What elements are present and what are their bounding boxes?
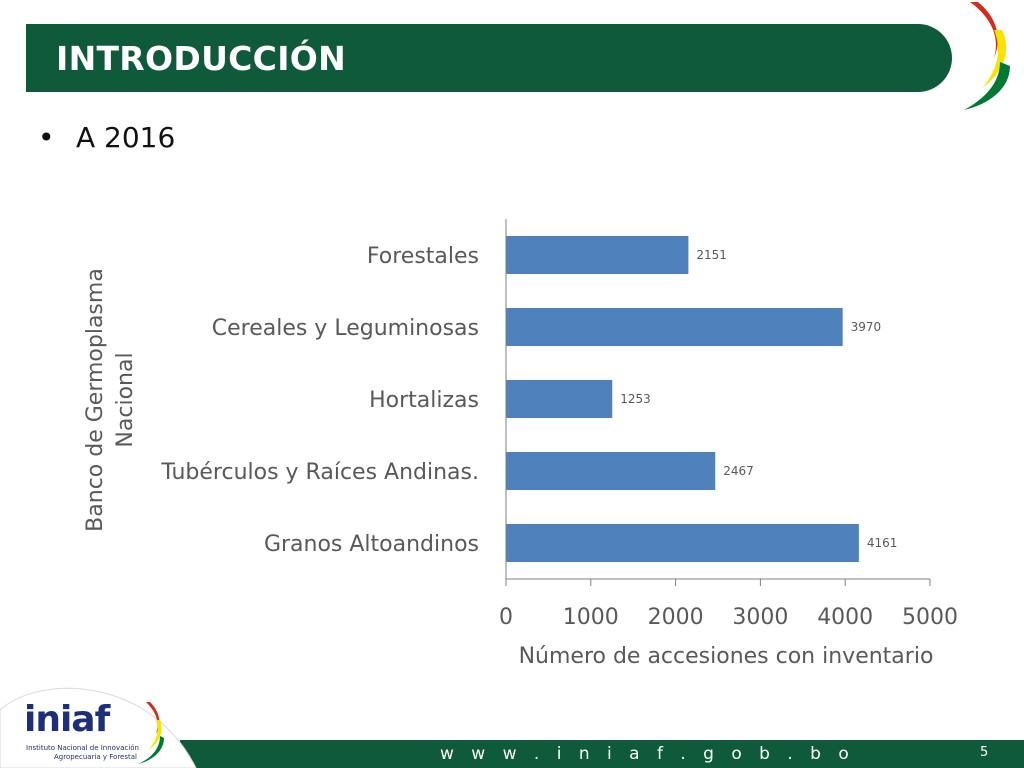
category-label-1: Forestales — [367, 244, 479, 269]
bullet-item: • A 2016 — [38, 118, 175, 158]
slide-number: 5 — [980, 745, 989, 760]
bullet-symbol: • — [38, 121, 55, 154]
category-label-4: Tubérculos y Raíces Andinas. — [160, 460, 479, 485]
title-bar — [26, 24, 952, 92]
data-label-5: 4161 — [867, 536, 898, 550]
flag-swoosh-yellow — [982, 30, 1007, 88]
data-label-3: 1253 — [620, 392, 651, 406]
slide-title: INTRODUCCIÓN — [56, 39, 347, 78]
logo-subtitle-line2: Agropecuaria y Forestal — [54, 753, 137, 761]
category-label-5: Granos Altoandinos — [264, 532, 479, 557]
x-tick-label-6: 5000 — [902, 605, 958, 630]
x-axis-title: Número de accesiones con inventario — [519, 644, 934, 669]
category-label-3: Hortalizas — [369, 388, 479, 413]
x-tick-label-1: 0 — [499, 605, 513, 630]
flag-swoosh-decoration — [964, 2, 1010, 110]
logo-subtitle-line1: Instituto Nacional de Innovación — [26, 744, 139, 752]
data-label-2: 3970 — [851, 320, 882, 334]
bullet-text: A 2016 — [76, 121, 176, 154]
y-axis-title-line-2: Nacional — [113, 352, 138, 447]
bar-4 — [506, 452, 716, 490]
bar-3 — [506, 380, 613, 418]
x-tick-label-3: 2000 — [648, 605, 704, 630]
y-axis-title-line-1: Banco de Germoplasma — [83, 268, 108, 532]
logo-brand: iniaf — [24, 699, 110, 740]
logo-flag-red — [146, 702, 160, 734]
x-tick-label-5: 4000 — [817, 605, 873, 630]
logo-flag-green — [138, 736, 164, 764]
category-label-2: Cereales y Leguminosas — [212, 316, 479, 341]
y-axis-title: Banco de Germoplasma Nacional — [83, 268, 138, 532]
flag-swoosh-red — [970, 2, 998, 58]
footer-url[interactable]: w w w . i n i a f . g o b . b o — [440, 744, 855, 764]
logo-flag-yellow — [148, 720, 162, 750]
iniaf-logo-backdrop — [0, 687, 197, 768]
data-label-4: 2467 — [723, 464, 754, 478]
bar-5 — [506, 524, 859, 562]
footer-bar — [180, 740, 1024, 768]
x-tick-label-4: 3000 — [732, 605, 788, 630]
bar-2 — [506, 308, 843, 346]
flag-swoosh-green — [964, 62, 1010, 110]
data-label-1: 2151 — [696, 248, 727, 262]
bar-1 — [506, 236, 689, 274]
x-tick-label-2: 1000 — [563, 605, 619, 630]
